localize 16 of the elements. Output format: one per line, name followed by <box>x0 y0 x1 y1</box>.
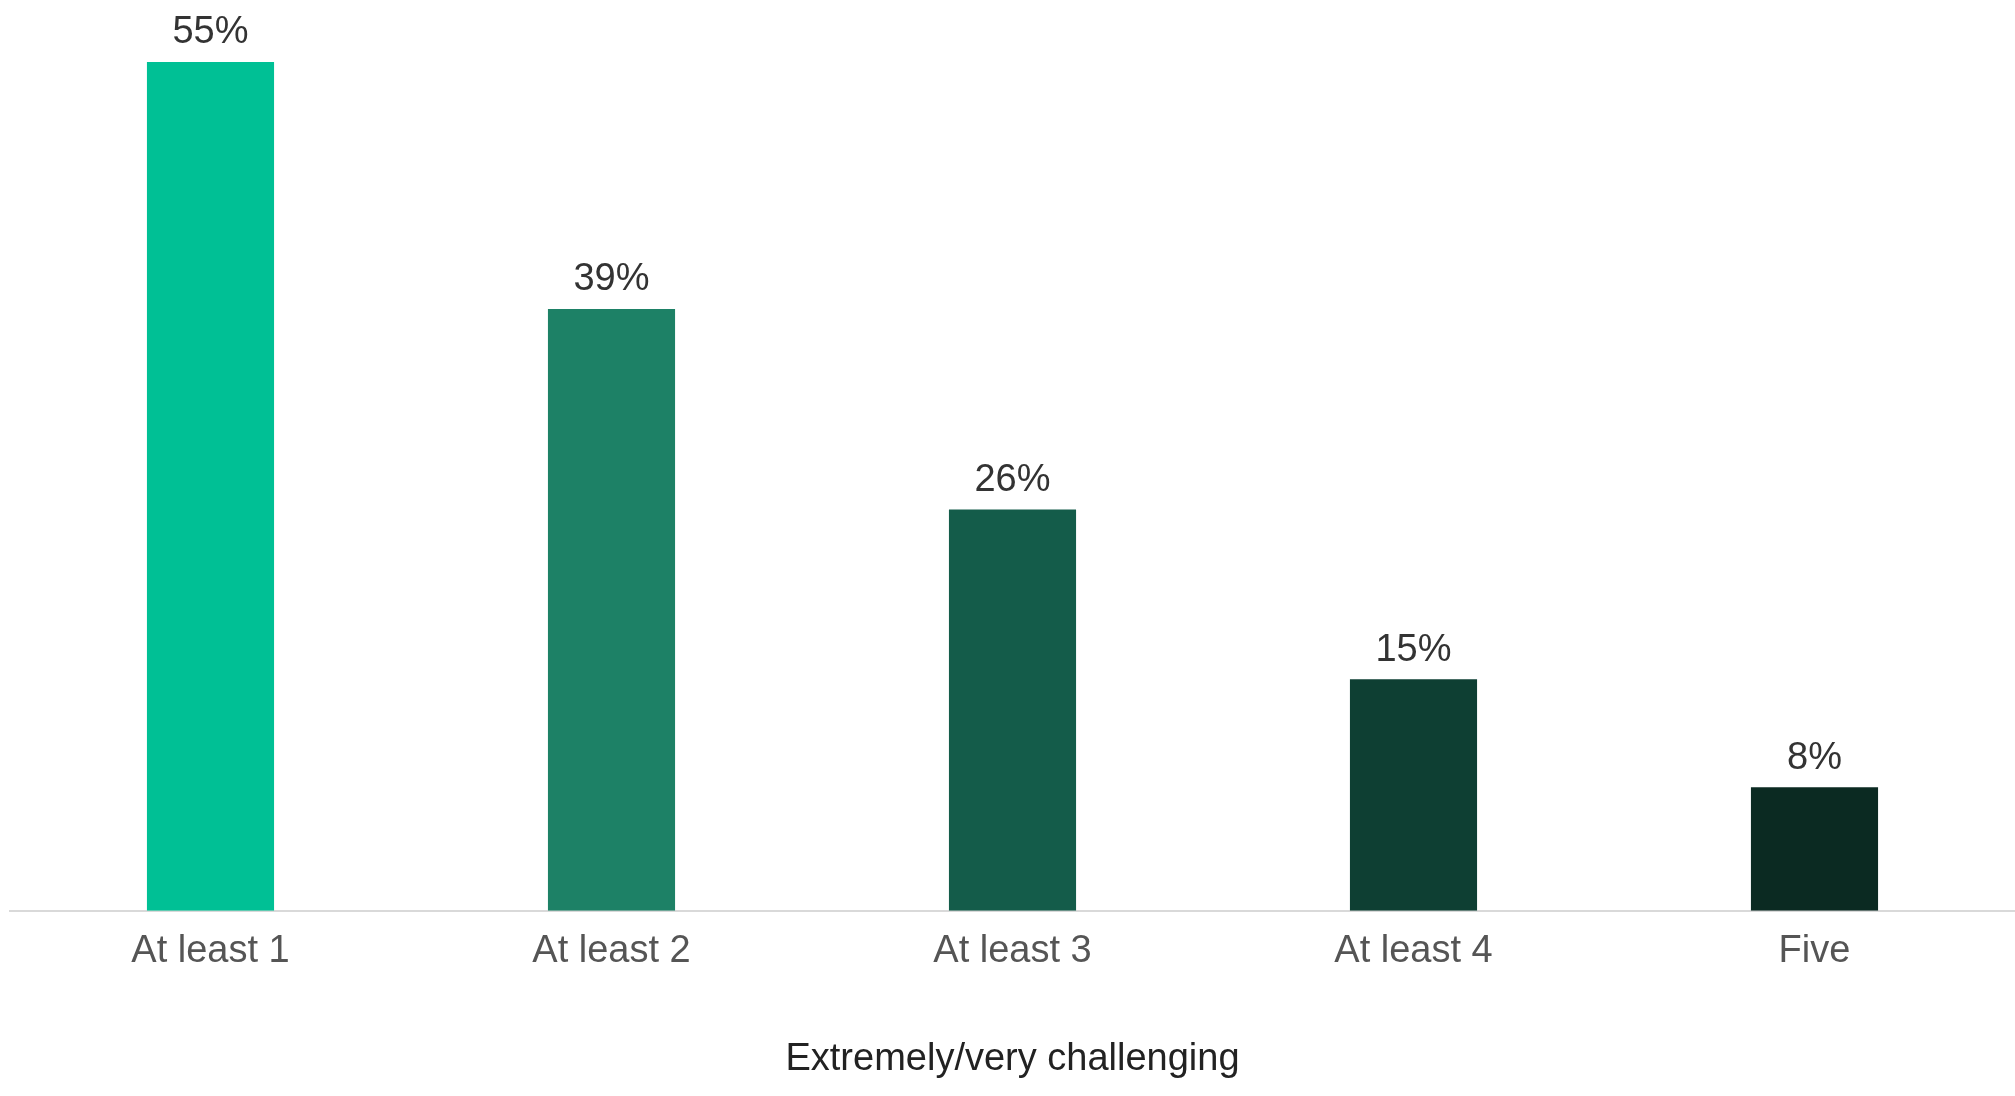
data-label: 26% <box>974 457 1051 500</box>
bar <box>547 308 676 911</box>
bar <box>1750 787 1879 911</box>
bar <box>948 509 1077 911</box>
data-label: 15% <box>1375 626 1452 669</box>
bar <box>1349 679 1478 911</box>
bar <box>146 62 275 911</box>
data-label: 39% <box>573 256 650 299</box>
x-axis-title: Extremely/very challenging <box>785 1035 1240 1078</box>
x-tick-label: Five <box>1778 928 1851 971</box>
x-tick-label: At least 1 <box>131 928 290 971</box>
x-tick-label: At least 2 <box>532 928 691 971</box>
x-tick-label: At least 3 <box>933 928 1092 971</box>
data-label: 55% <box>172 9 249 52</box>
data-label: 8% <box>1787 734 1842 777</box>
x-tick-label: At least 4 <box>1334 928 1493 971</box>
